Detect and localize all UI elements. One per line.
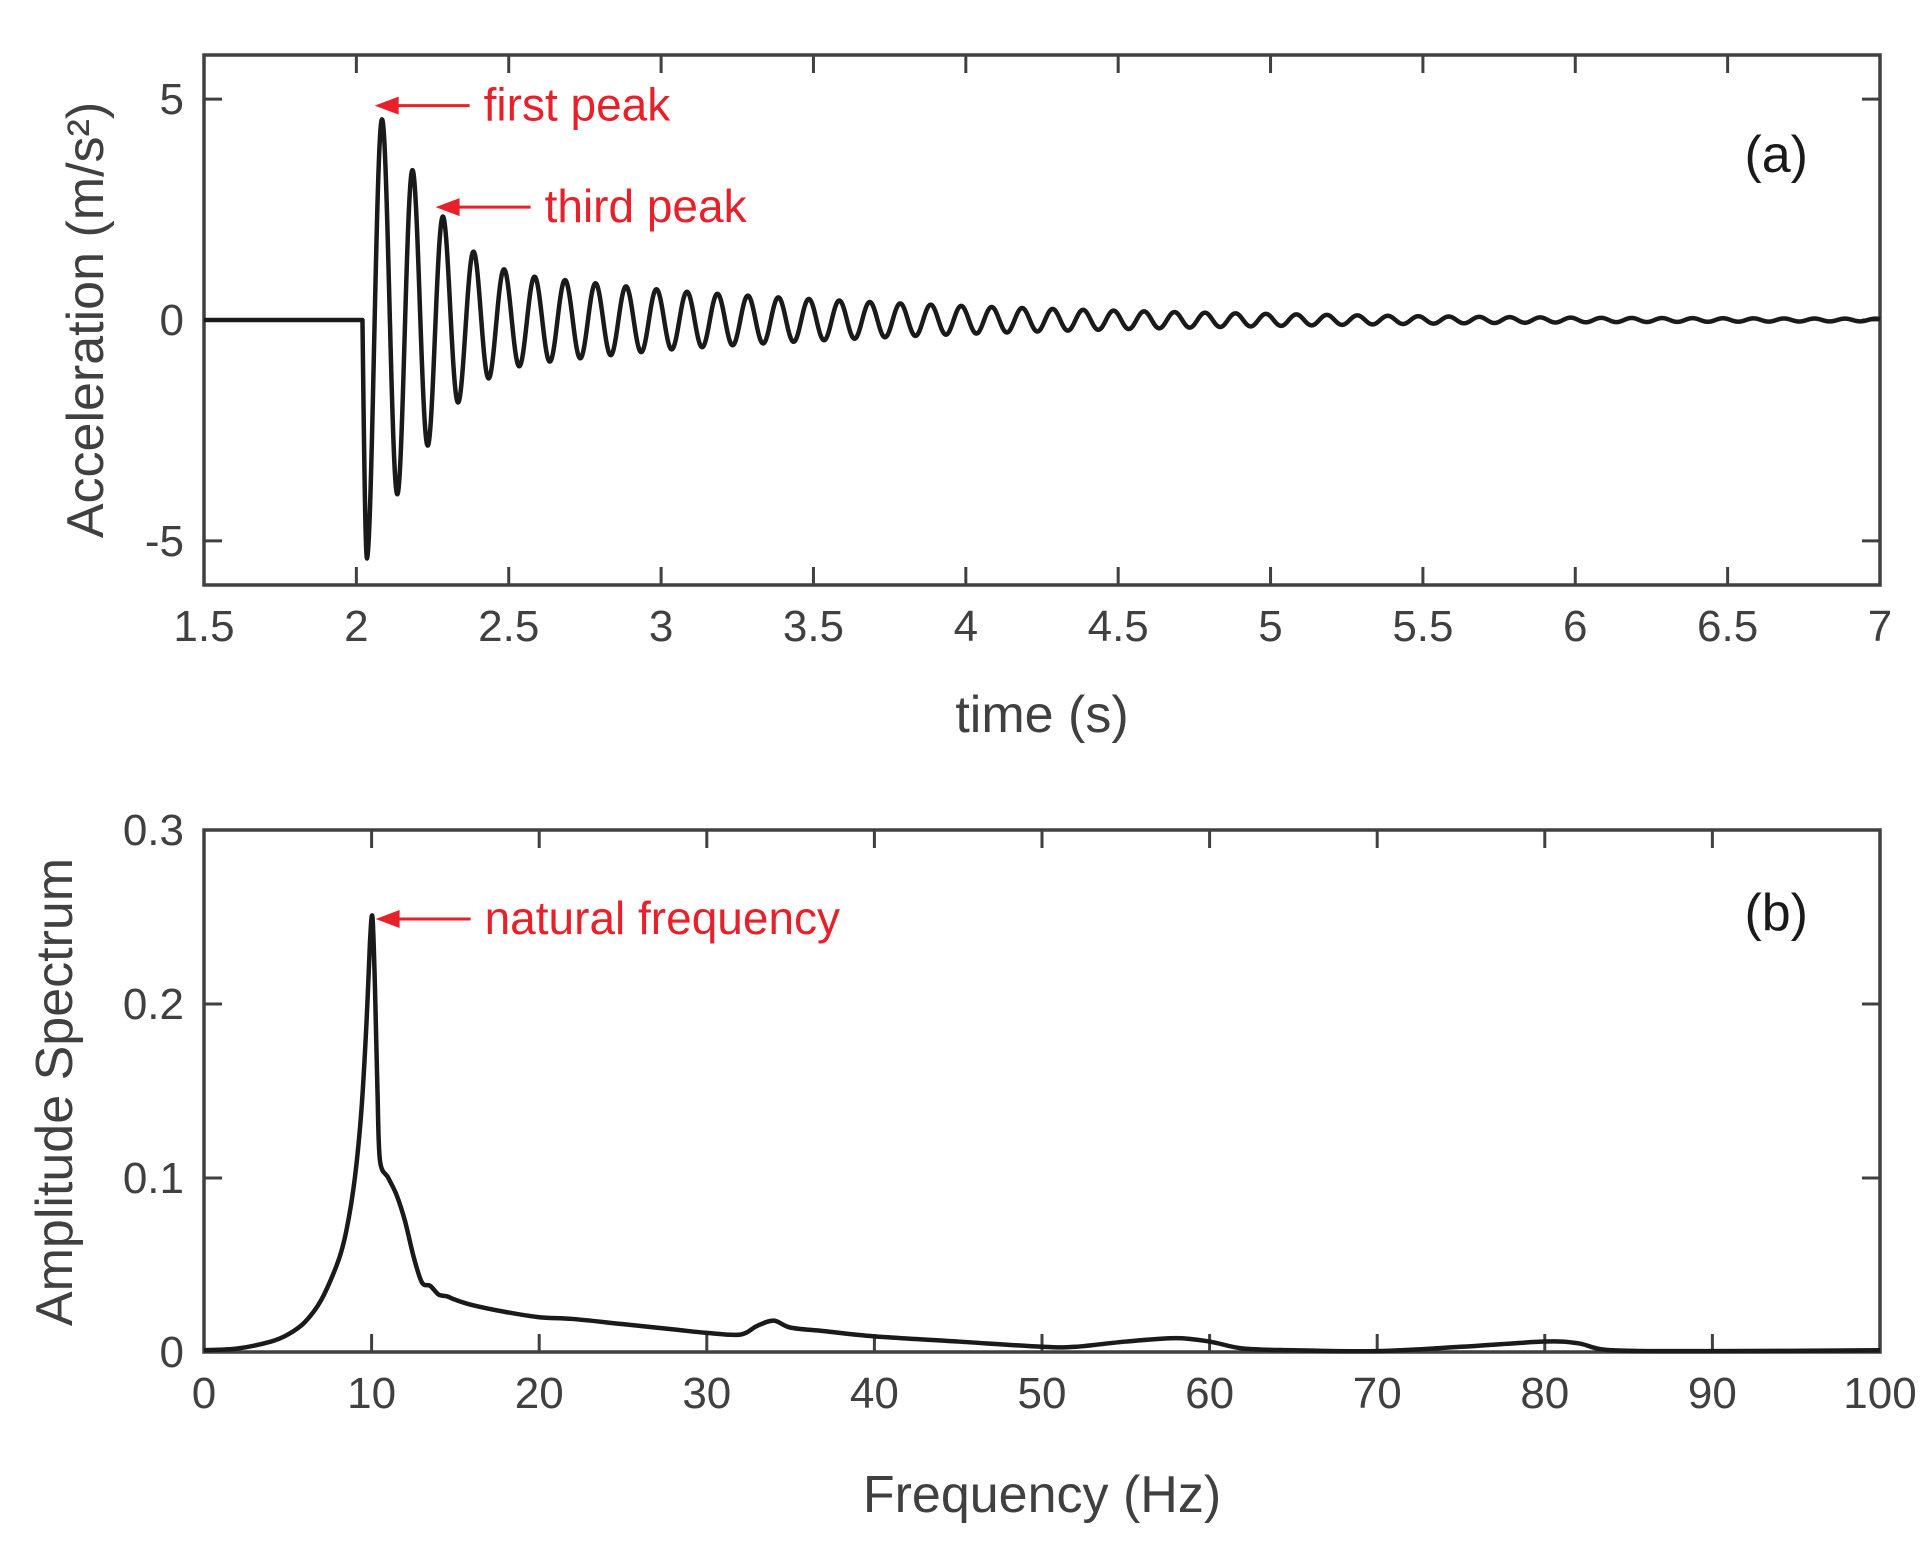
y-tick-label: 5: [160, 75, 184, 124]
panel-b-series: [203, 913, 1881, 1354]
annotation-label: natural frequency: [485, 892, 840, 944]
x-tick-label: 3: [649, 602, 673, 651]
panel-a: 1.5 2 2.5 3 3.5 4 4.5 5 5.5 6 6.5 7 -5 0 5 (a) time (s…: [57, 53, 1892, 744]
panel-a-series: [204, 117, 1882, 561]
x-tick-label: 3.5: [783, 602, 844, 651]
x-tick-label: 60: [1185, 1369, 1234, 1418]
x-tick-label: 0: [192, 1369, 216, 1418]
panel-a-annotations: first peak third peak: [374, 79, 748, 232]
x-tick-label: 2: [344, 602, 368, 651]
annotation-arrow-head: [375, 910, 400, 928]
panel-a-label: (a): [1744, 126, 1808, 184]
panel-b-ticks: 0 10 20 30 40 50 60 70 80 90 100 0 0.1 0.2 0.3: [123, 806, 1917, 1418]
x-tick-label: 4: [954, 602, 978, 651]
x-tick-label: 2.5: [478, 602, 539, 651]
y-tick-label: 0: [160, 296, 184, 345]
y-tick-label: 0: [160, 1328, 184, 1377]
x-tick-label: 5.5: [1392, 602, 1453, 651]
annotation-label: third peak: [545, 180, 748, 232]
annotation-arrow-head: [435, 198, 460, 217]
panel-a-ticks: 1.5 2 2.5 3 3.5 4 4.5 5 5.5 6 6.5 7 -5 0 5: [145, 55, 1892, 651]
x-tick-label: 30: [682, 1369, 731, 1418]
panel-b-annotations: natural frequency: [375, 892, 840, 944]
y-tick-label: -5: [145, 517, 184, 566]
spectrum-line: [203, 913, 1881, 1354]
panel-b-frame: [202, 828, 1882, 1354]
panel-a-y-axis-label: Acceleration (m/s²): [57, 102, 115, 538]
x-tick-label: 90: [1688, 1369, 1737, 1418]
x-tick-label: 80: [1520, 1369, 1569, 1418]
x-tick-label: 6.5: [1697, 602, 1758, 651]
x-tick-label: 40: [850, 1369, 899, 1418]
panel-b: 0 10 20 30 40 50 60 70 80 90 100 0 0.1 0.2 0.3 (b) Fre…: [26, 806, 1917, 1524]
x-tick-label: 5: [1258, 602, 1282, 651]
panel-b-label: (b): [1744, 884, 1808, 942]
x-tick-label: 10: [347, 1369, 396, 1418]
y-tick-label: 0.3: [123, 806, 184, 855]
x-tick-label: 4.5: [1088, 602, 1149, 651]
x-tick-label: 1.5: [173, 602, 234, 651]
panel-b-x-axis-label: Frequency (Hz): [863, 1466, 1221, 1524]
x-tick-label: 100: [1843, 1369, 1916, 1418]
y-tick-label: 0.1: [123, 1154, 184, 1203]
acceleration-line: [204, 117, 1882, 561]
x-tick-label: 50: [1018, 1369, 1067, 1418]
panel-b-y-axis-label: Amplitude Spectrum: [26, 858, 84, 1326]
x-tick-label: 20: [515, 1369, 564, 1418]
y-tick-label: 0.2: [123, 980, 184, 1029]
x-tick-label: 70: [1353, 1369, 1402, 1418]
x-tick-label: 7: [1868, 602, 1892, 651]
x-tick-label: 6: [1563, 602, 1587, 651]
panel-a-x-axis-label: time (s): [955, 686, 1128, 744]
annotation-label: first peak: [484, 79, 672, 131]
annotation-arrow-head: [374, 96, 399, 115]
